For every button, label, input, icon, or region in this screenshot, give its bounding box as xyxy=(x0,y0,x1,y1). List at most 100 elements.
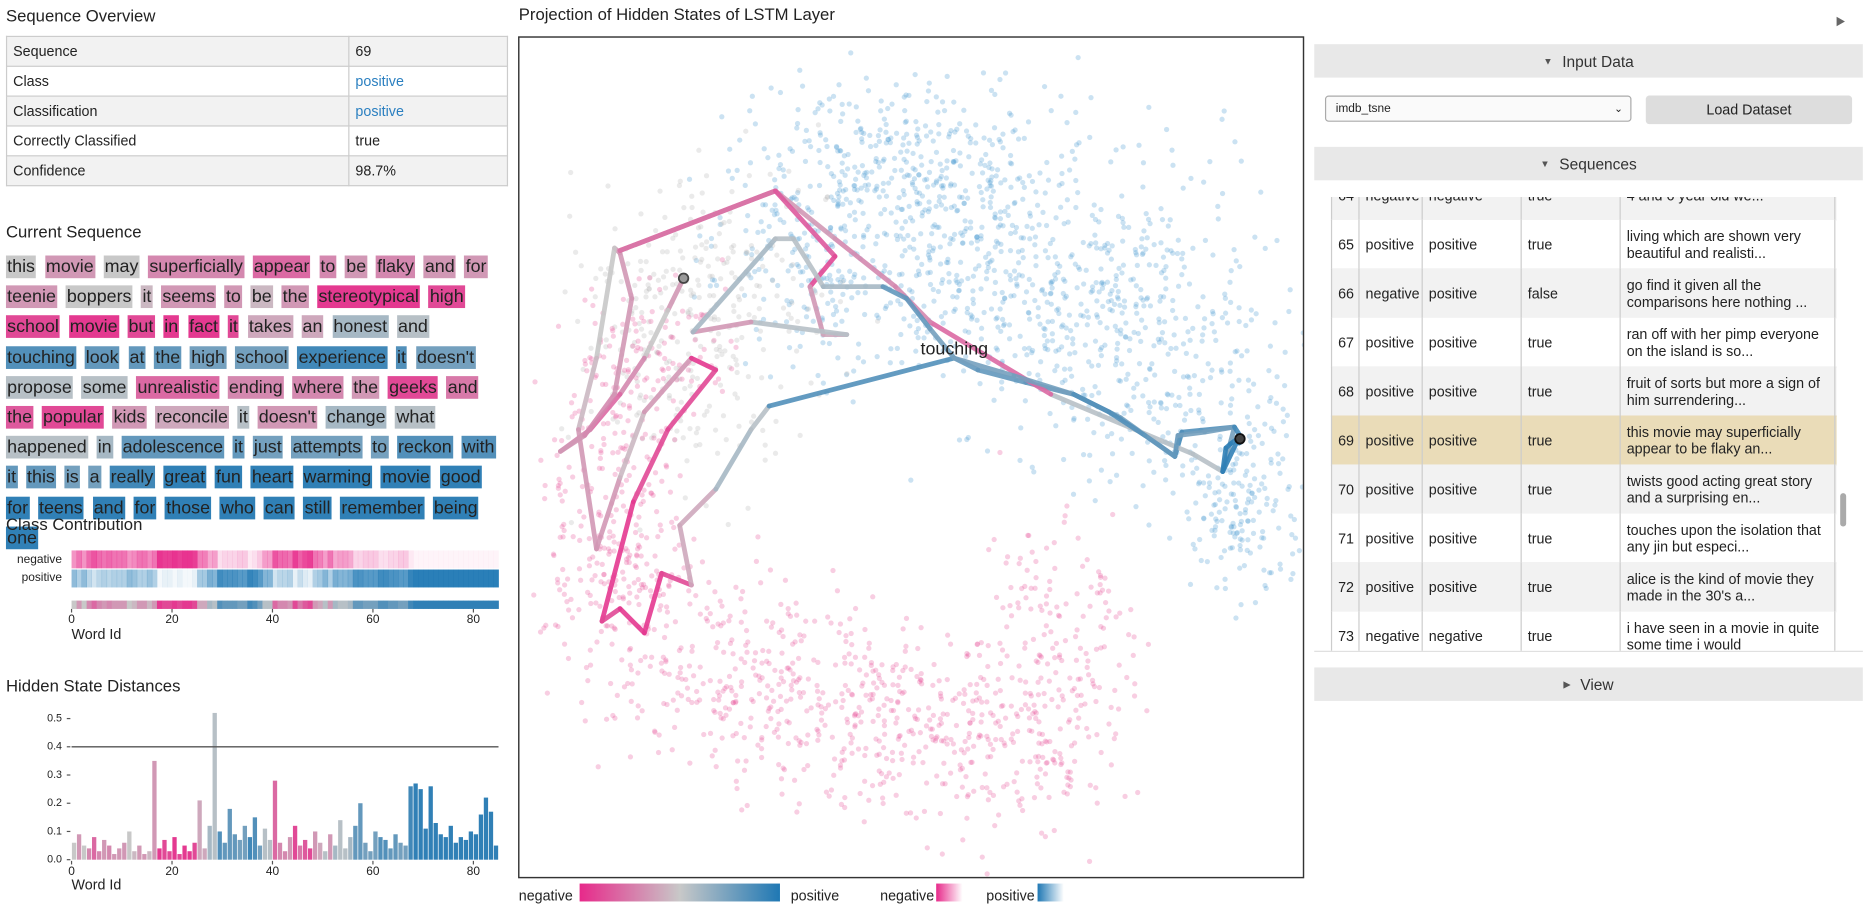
word[interactable]: may xyxy=(103,255,140,279)
word[interactable]: school xyxy=(5,315,61,339)
word[interactable]: experience xyxy=(297,345,388,369)
word[interactable]: it xyxy=(232,436,245,459)
word[interactable]: reconcile xyxy=(155,405,230,429)
word[interactable]: just xyxy=(252,436,283,459)
word[interactable]: stereotypical xyxy=(317,285,421,309)
word[interactable]: at xyxy=(128,345,146,369)
scrollbar-thumb[interactable] xyxy=(1840,493,1847,527)
word[interactable]: can xyxy=(263,496,295,519)
word[interactable]: it xyxy=(5,466,18,489)
word[interactable]: boppers xyxy=(65,285,133,309)
word[interactable]: takes xyxy=(247,315,293,339)
word[interactable]: high xyxy=(189,345,227,369)
accordion-header[interactable]: ▼ Input Data xyxy=(1314,44,1863,78)
word[interactable]: still xyxy=(303,496,332,519)
word[interactable]: fun xyxy=(214,466,243,489)
word[interactable]: honest xyxy=(332,315,389,339)
word[interactable]: what xyxy=(395,405,436,429)
sequence-row[interactable]: 66 negative positive false go find it given … xyxy=(1330,268,1837,319)
sequence-row[interactable]: 65 positive positive true living which are s… xyxy=(1330,219,1837,270)
word[interactable]: the xyxy=(154,345,182,369)
word[interactable]: a xyxy=(88,466,101,489)
word[interactable]: change xyxy=(325,405,387,429)
word[interactable]: this xyxy=(25,466,57,489)
word[interactable]: popular xyxy=(41,405,104,429)
sequence-row[interactable]: 68 positive positive true fruit of sorts but… xyxy=(1330,366,1837,417)
accordion-header[interactable]: ▼ Sequences xyxy=(1314,146,1863,181)
word[interactable]: with xyxy=(461,436,496,459)
word[interactable]: for xyxy=(133,496,157,519)
word[interactable]: reckon xyxy=(396,436,453,459)
word[interactable]: this xyxy=(5,255,37,279)
accordion-header[interactable]: ▶ View xyxy=(1314,667,1863,701)
sequence-row[interactable]: 72 positive positive true alice is the kind … xyxy=(1330,562,1837,613)
word[interactable]: teenie xyxy=(5,285,58,309)
word[interactable]: one xyxy=(5,526,39,550)
sequence-row[interactable]: 69 positive positive true this movie may sup… xyxy=(1330,415,1837,466)
word[interactable]: warming xyxy=(302,466,373,489)
word[interactable]: ending xyxy=(227,375,284,399)
word[interactable]: school xyxy=(234,345,289,369)
word[interactable]: is xyxy=(64,466,80,489)
word[interactable]: it xyxy=(227,315,240,339)
word[interactable]: good xyxy=(439,466,482,489)
word[interactable]: propose xyxy=(5,375,74,399)
word[interactable]: appear xyxy=(252,255,311,279)
word[interactable]: and xyxy=(446,375,479,399)
word[interactable]: flaky xyxy=(375,255,416,279)
word[interactable]: teens xyxy=(37,496,84,519)
word[interactable]: movie xyxy=(44,255,95,279)
word[interactable]: attempts xyxy=(291,436,363,459)
word[interactable]: some xyxy=(81,375,128,399)
word[interactable]: it xyxy=(237,405,250,429)
word[interactable]: fact xyxy=(187,315,220,339)
word[interactable]: adolescence xyxy=(121,436,225,459)
word[interactable]: and xyxy=(423,255,456,279)
word[interactable]: seems xyxy=(161,285,217,309)
word[interactable]: be xyxy=(345,255,368,279)
word[interactable]: the xyxy=(5,405,34,429)
word[interactable]: the xyxy=(352,375,380,399)
sequence-row[interactable]: 73 negative negative true i have seen in a m… xyxy=(1330,611,1837,651)
word[interactable]: touching xyxy=(5,345,76,369)
word[interactable]: happened xyxy=(5,436,88,459)
word[interactable]: kids xyxy=(112,405,147,429)
dataset-select[interactable]: imdb_tsne ⌄ xyxy=(1324,95,1632,122)
word[interactable]: to xyxy=(224,285,243,309)
sequence-row[interactable]: 64negativenegativetrue4 and 6 year old w… xyxy=(1330,197,1837,221)
load-button[interactable]: Load Dataset xyxy=(1645,95,1853,125)
word[interactable]: and xyxy=(92,496,125,519)
word[interactable]: it xyxy=(141,285,153,309)
word[interactable]: remember xyxy=(340,496,425,519)
word[interactable]: in xyxy=(96,436,113,459)
word[interactable]: in xyxy=(163,315,180,339)
word[interactable]: but xyxy=(127,315,155,339)
word[interactable]: where xyxy=(292,375,344,399)
word[interactable]: being xyxy=(432,496,479,519)
word[interactable]: unrealistic xyxy=(136,375,220,399)
word[interactable]: movie xyxy=(68,315,119,339)
word[interactable]: to xyxy=(370,436,389,459)
word[interactable]: really xyxy=(109,466,155,489)
word[interactable]: be xyxy=(250,285,273,309)
word[interactable]: doesn't xyxy=(415,345,476,369)
word[interactable]: for xyxy=(5,496,30,519)
word[interactable]: for xyxy=(464,255,488,279)
word[interactable]: high xyxy=(428,285,465,309)
word[interactable]: movie xyxy=(380,466,432,489)
word[interactable]: who xyxy=(219,496,256,519)
word[interactable]: great xyxy=(163,466,207,489)
word[interactable]: the xyxy=(281,285,309,309)
word[interactable]: superficially xyxy=(148,255,244,279)
sequence-row[interactable]: 67 positive positive true ran off with her p… xyxy=(1330,317,1837,368)
word[interactable]: those xyxy=(165,496,212,519)
word[interactable]: it xyxy=(395,345,408,369)
word[interactable]: doesn't xyxy=(257,405,318,429)
word[interactable]: geeks xyxy=(387,375,439,399)
word[interactable]: look xyxy=(84,345,120,369)
word[interactable]: to xyxy=(319,255,337,279)
sequence-row[interactable]: 70 positive positive true twists good acting… xyxy=(1330,464,1837,515)
word[interactable]: and xyxy=(396,315,430,339)
word[interactable]: heart xyxy=(250,466,294,489)
sequence-row[interactable]: 71 positive positive true touches upon the i… xyxy=(1330,513,1837,564)
